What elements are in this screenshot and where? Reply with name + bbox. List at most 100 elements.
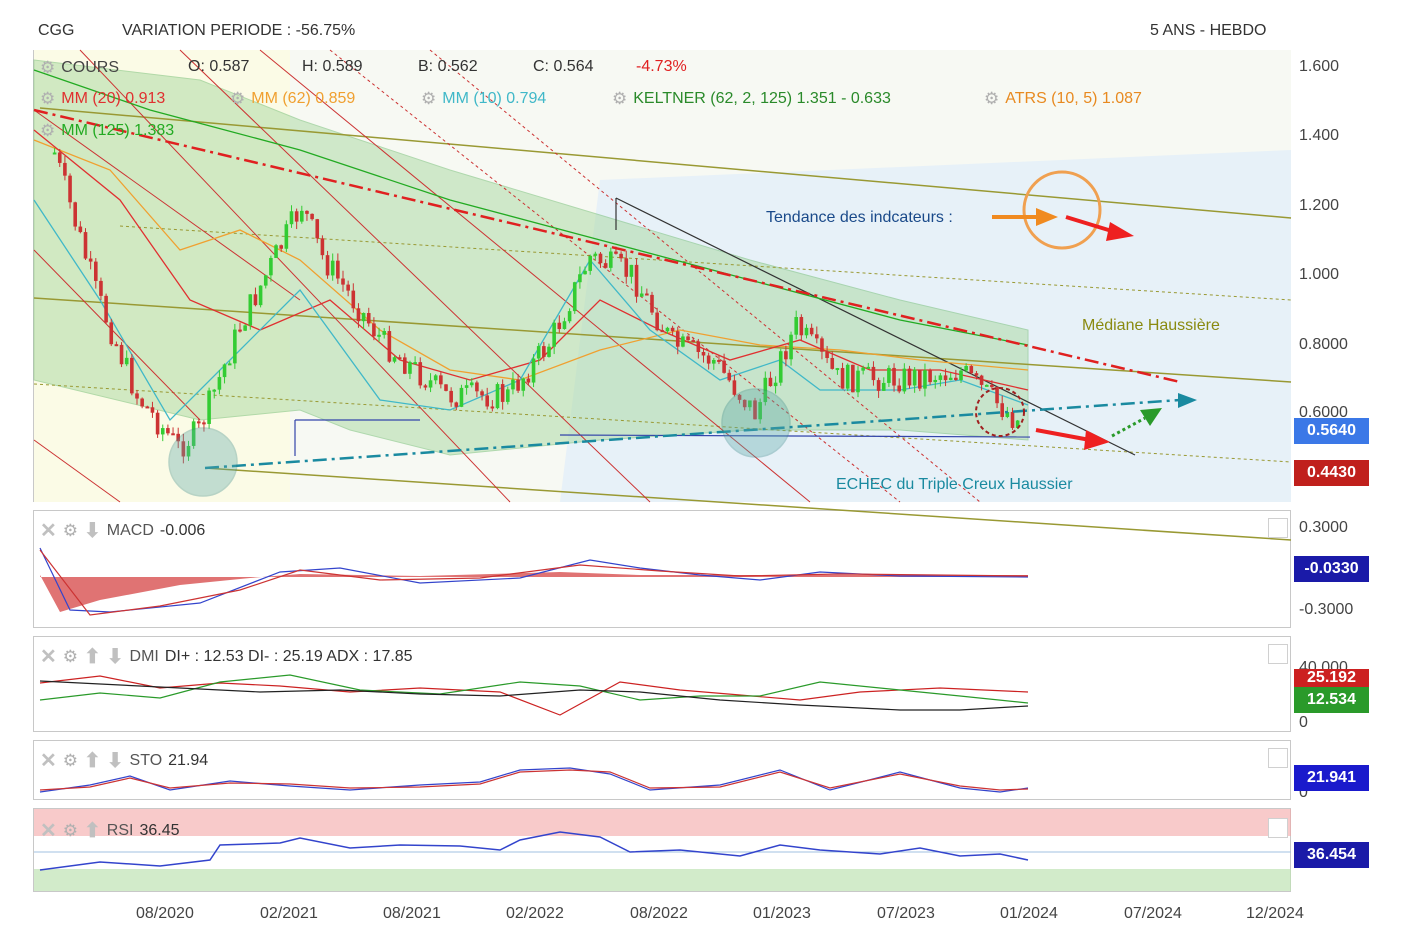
candle — [984, 384, 989, 387]
panel-checkbox[interactable] — [1268, 818, 1288, 838]
candle — [990, 384, 994, 388]
candle — [490, 406, 495, 409]
candle — [918, 369, 922, 389]
keltner-label: KELTNER (62, 2, 125) 1.351 - 0.633 — [633, 90, 891, 107]
arrow-down-icon[interactable]: ⬇ — [106, 646, 124, 668]
arrow-down-icon[interactable]: ⬇ — [106, 750, 124, 772]
red-arrow — [1035, 428, 1091, 442]
mm20-legend[interactable]: ⚙ MM (20) 0.913 — [40, 89, 165, 109]
candle — [603, 263, 608, 268]
gear-icon[interactable]: ⚙ — [62, 520, 79, 540]
close-icon[interactable]: ✕ — [40, 820, 57, 842]
candle — [758, 402, 762, 420]
candle — [263, 275, 268, 286]
macd-y-tick: -0.3000 — [1299, 601, 1354, 618]
candle — [346, 284, 350, 291]
rsi-label: RSI — [106, 821, 134, 839]
keltner-legend[interactable]: ⚙ KELTNER (62, 2, 125) 1.351 - 0.633 — [612, 89, 891, 109]
red-arrow — [1065, 215, 1116, 234]
candle — [222, 364, 227, 378]
candle — [68, 175, 72, 203]
arrow-down-icon[interactable]: ⬇ — [84, 520, 101, 542]
panel-checkbox[interactable] — [1268, 518, 1288, 538]
dmi-panel[interactable] — [33, 636, 1291, 732]
mm10-legend[interactable]: ⚙ MM (10) 0.794 — [421, 89, 546, 109]
x-tick: 01/2023 — [753, 905, 811, 922]
arrow-up-icon[interactable]: ⬆ — [84, 820, 101, 842]
candle — [578, 274, 582, 283]
candle — [124, 357, 129, 365]
panel-checkbox[interactable] — [1268, 644, 1288, 664]
trend-line — [33, 439, 121, 503]
candle — [655, 312, 659, 331]
candle — [557, 322, 562, 330]
mm125-legend[interactable]: ⚙ MM (125) 1.383 — [40, 121, 174, 141]
candle — [583, 270, 587, 275]
gear-icon[interactable]: ⚙ — [421, 89, 437, 108]
panel-checkbox[interactable] — [1268, 748, 1288, 768]
arrow-up-icon[interactable]: ⬆ — [84, 750, 101, 772]
candle — [130, 357, 134, 394]
candle — [284, 224, 289, 249]
candle — [325, 255, 330, 276]
arrow-up-icon[interactable]: ⬆ — [84, 646, 101, 668]
candle — [315, 219, 320, 239]
ohlc-row: ⚙ COURS — [40, 58, 119, 78]
candle — [181, 441, 186, 457]
candle — [1000, 403, 1004, 417]
rsi-line — [39, 831, 1029, 871]
candle — [866, 366, 871, 369]
candle — [861, 367, 865, 371]
rsi-overbought-zone — [34, 809, 1291, 836]
candle — [954, 377, 958, 380]
candle — [160, 428, 165, 435]
trend-line — [33, 297, 1292, 383]
sto-k-line — [39, 767, 1029, 793]
candle — [799, 317, 804, 336]
x-tick: 02/2022 — [506, 905, 564, 922]
sto-panel[interactable] — [33, 740, 1291, 800]
candle — [485, 395, 489, 407]
candle — [851, 364, 855, 393]
candle — [825, 351, 829, 359]
close-icon[interactable]: ✕ — [40, 646, 57, 668]
candle — [212, 389, 217, 392]
mediane-annotation: Médiane Haussière — [1082, 317, 1220, 334]
gear-icon[interactable]: ⚙ — [984, 89, 1000, 108]
echec-annotation: ECHEC du Triple Creux Haussier — [836, 476, 1073, 493]
candle — [660, 330, 665, 333]
gear-icon[interactable]: ⚙ — [62, 820, 79, 840]
dmi-header: ✕ ⚙ ⬆ ⬇ DMI DI+ : 12.53 DI- : 25.19 ADX … — [40, 644, 413, 669]
tendance-annotation: Tendance des indcateurs : — [766, 209, 953, 226]
candle — [274, 245, 278, 258]
x-tick: 07/2024 — [1124, 905, 1182, 922]
atrs-legend[interactable]: ⚙ ATRS (10, 5) 1.087 — [984, 89, 1142, 109]
candle — [57, 152, 62, 163]
mm62-legend[interactable]: ⚙ MM (62) 0.859 — [230, 89, 355, 109]
gear-icon[interactable]: ⚙ — [612, 89, 628, 108]
close-icon[interactable]: ✕ — [40, 520, 57, 542]
candle — [737, 394, 742, 400]
candle — [186, 445, 191, 457]
macd-panel[interactable] — [33, 510, 1291, 628]
gear-icon[interactable]: ⚙ — [62, 750, 79, 770]
candle — [552, 322, 556, 347]
mm10-label: MM (10) 0.794 — [442, 90, 547, 107]
gear-icon[interactable]: ⚙ — [40, 58, 56, 77]
candle — [670, 327, 675, 332]
candle — [629, 264, 634, 277]
gear-icon[interactable]: ⚙ — [40, 121, 56, 140]
candle — [691, 340, 695, 343]
candle — [99, 280, 103, 296]
candle — [964, 366, 968, 371]
candle — [423, 385, 428, 388]
gear-icon[interactable]: ⚙ — [62, 646, 79, 666]
candle — [114, 344, 119, 347]
gear-icon[interactable]: ⚙ — [40, 89, 56, 108]
gear-icon[interactable]: ⚙ — [230, 89, 246, 108]
close-icon[interactable]: ✕ — [40, 750, 57, 772]
candle — [923, 370, 927, 389]
candle — [418, 362, 423, 386]
candle — [516, 379, 520, 391]
candle — [598, 253, 603, 264]
